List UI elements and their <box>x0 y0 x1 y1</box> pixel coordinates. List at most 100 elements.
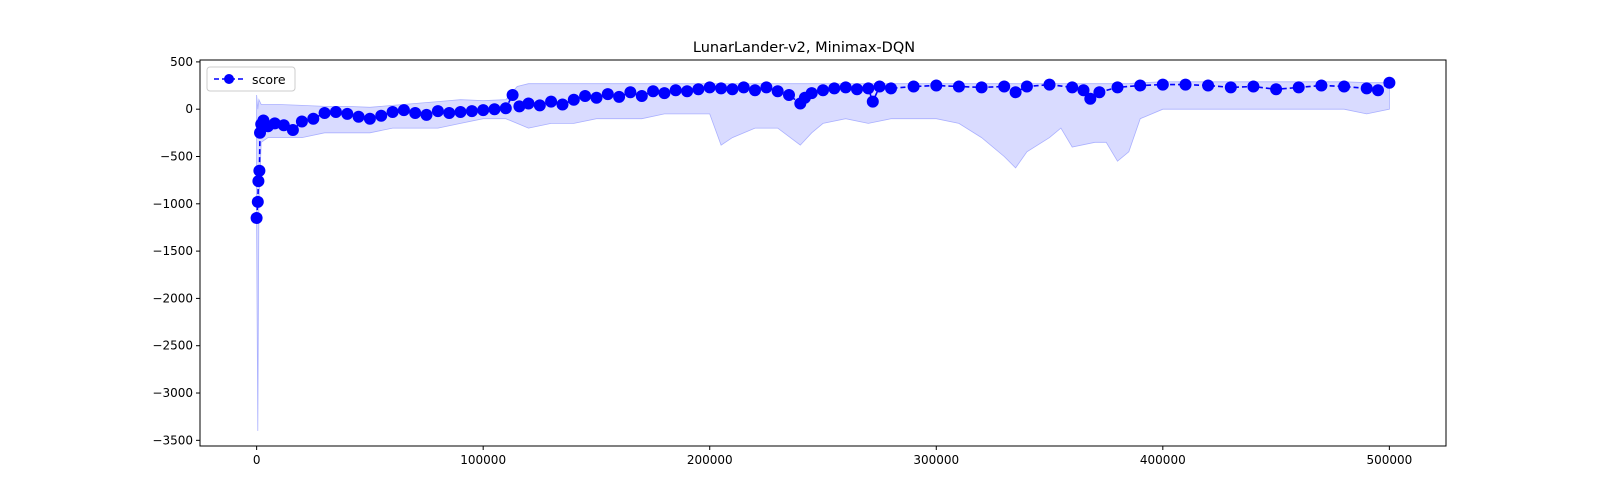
score-series-layer <box>250 76 1396 224</box>
score-data-point <box>545 95 558 108</box>
score-data-point <box>737 81 750 94</box>
score-data-point <box>715 82 728 95</box>
legend-marker-swatch <box>224 74 234 84</box>
score-data-point <box>873 80 886 93</box>
score-data-point <box>522 97 535 110</box>
score-data-point <box>567 93 580 106</box>
score-data-point <box>726 83 739 96</box>
score-data-point <box>513 100 526 113</box>
x-axis: 0 100000 200000 300000 400000 500000 <box>253 446 1412 467</box>
score-data-point <box>250 212 263 224</box>
legend-entry-score: score <box>252 72 286 87</box>
score-data-point <box>692 83 705 96</box>
score-data-point <box>1270 83 1283 96</box>
score-data-point <box>286 124 299 136</box>
score-data-point <box>828 82 841 95</box>
score-data-point <box>295 115 308 128</box>
score-data-point <box>1315 79 1328 92</box>
score-data-point <box>930 79 943 92</box>
y-tick-label: −1000 <box>152 197 193 211</box>
legend-box <box>206 66 296 92</box>
score-data-point <box>499 102 512 115</box>
score-data-point <box>1066 81 1079 94</box>
score-data-point <box>1020 80 1033 93</box>
score-data-point <box>749 84 761 97</box>
score-data-point <box>1372 84 1384 97</box>
y-tick-label: −2500 <box>152 339 193 353</box>
score-data-point <box>556 98 569 111</box>
score-data-point <box>669 84 682 97</box>
score-data-point <box>318 107 331 119</box>
score-range-band <box>256 81 1390 431</box>
score-data-point <box>760 81 773 94</box>
score-data-point <box>601 88 614 101</box>
score-data-point <box>443 107 456 119</box>
score-data-point <box>952 80 965 93</box>
y-tick-label: −3500 <box>152 433 193 447</box>
score-data-point <box>1084 92 1097 105</box>
score-data-point <box>866 95 879 108</box>
score-data-point <box>1292 81 1305 94</box>
score-data-point <box>277 119 290 132</box>
score-data-point <box>1224 81 1237 94</box>
score-data-point <box>579 90 592 102</box>
y-tick-label: 500 <box>170 55 193 69</box>
score-data-point <box>1179 78 1192 91</box>
score-data-point <box>805 87 818 100</box>
score-data-point <box>251 195 264 208</box>
score-data-point <box>817 84 829 97</box>
score-data-point <box>386 106 399 118</box>
score-data-point <box>363 112 376 125</box>
score-range-band-layer <box>256 81 1390 431</box>
score-data-point <box>613 90 626 103</box>
score-data-point <box>454 106 467 118</box>
score-data-point <box>397 104 410 117</box>
score-data-point <box>851 83 863 96</box>
score-data-point <box>681 85 694 98</box>
score-data-point <box>635 90 648 102</box>
score-data-point <box>506 89 519 101</box>
score-data-point <box>488 103 501 116</box>
score-data-point <box>1134 79 1147 92</box>
score-data-point <box>862 82 875 95</box>
score-data-point <box>998 80 1011 93</box>
score-data-point <box>1202 79 1215 92</box>
x-tick-label: 100000 <box>460 453 506 467</box>
score-data-point <box>352 110 365 123</box>
score-data-point <box>431 105 444 118</box>
score-data-point <box>658 87 671 100</box>
score-data-point <box>307 112 320 125</box>
score-data-point <box>624 86 637 99</box>
score-data-point <box>1077 84 1090 97</box>
score-data-point <box>1043 78 1056 91</box>
x-tick-label: 200000 <box>687 453 733 467</box>
score-data-point <box>771 85 784 98</box>
score-data-point <box>409 107 422 119</box>
score-data-point <box>885 82 897 95</box>
score-data-point <box>1009 86 1022 99</box>
score-data-point <box>1383 76 1396 89</box>
y-tick-label: −3000 <box>152 386 193 400</box>
score-data-point <box>268 117 281 130</box>
score-data-point <box>253 164 266 177</box>
score-data-point <box>465 105 478 118</box>
score-data-point <box>1360 82 1373 95</box>
score-data-point <box>329 106 342 118</box>
score-data-point <box>783 89 795 101</box>
score-data-point <box>703 81 716 94</box>
x-tick-label: 0 <box>253 453 261 467</box>
y-tick-label: −1500 <box>152 244 193 258</box>
score-data-point <box>1111 81 1124 94</box>
y-axis: 500 0 −500 −1000 −1500 −2000 −2500 −3000 −3500 <box>152 55 200 447</box>
y-tick-label: −2000 <box>152 291 193 305</box>
score-data-point <box>975 81 988 94</box>
chart-title: LunarLander-v2, Minimax-DQN <box>693 40 915 56</box>
legend: score <box>206 66 296 92</box>
score-data-point <box>533 99 546 112</box>
y-tick-label: 0 <box>185 102 193 116</box>
score-data-point <box>1247 80 1260 93</box>
x-tick-label: 400000 <box>1140 453 1186 467</box>
score-data-point <box>839 81 852 94</box>
x-tick-label: 500000 <box>1366 453 1412 467</box>
